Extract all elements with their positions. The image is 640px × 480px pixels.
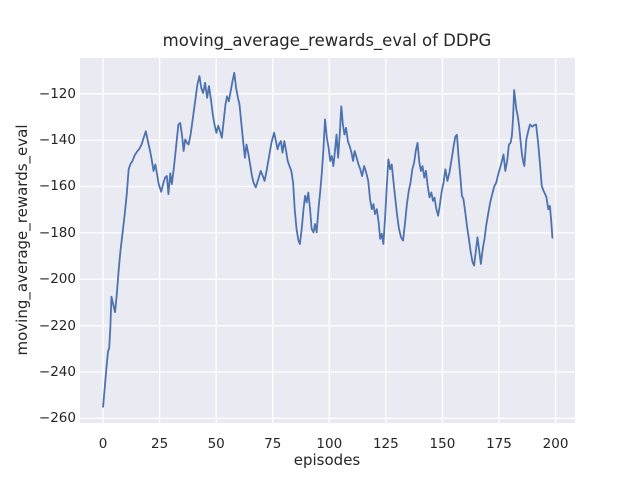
y-tick-label--240: −240	[38, 363, 76, 380]
x-tick-label-100: 100	[316, 436, 343, 452]
y-tick-label--120: −120	[38, 85, 76, 102]
chart-title: moving_average_rewards_eval of DDPG	[162, 31, 492, 50]
y-tick-label--140: −140	[38, 132, 76, 149]
x-tick-label-25: 25	[151, 436, 169, 452]
axes-background	[80, 58, 575, 423]
x-tick-label-150: 150	[429, 436, 456, 452]
y-tick-label--260: −260	[38, 410, 76, 427]
y-tick-label--200: −200	[38, 271, 76, 288]
y-tick-label--160: −160	[38, 178, 76, 195]
x-tick-label-0: 0	[98, 436, 108, 452]
data-line-moving_average_rewards_eval	[102, 71, 554, 408]
x-tick-label-75: 75	[264, 436, 282, 452]
x-tick-label-125: 125	[372, 436, 399, 452]
x-tick-label-50: 50	[207, 436, 225, 452]
x-axis-label: episodes	[293, 451, 361, 469]
x-tick-label-175: 175	[486, 436, 512, 452]
x-tick-label-200: 200	[542, 436, 569, 452]
y-tick-label--220: −220	[38, 317, 76, 334]
y-tick-label--180: −180	[38, 224, 76, 241]
